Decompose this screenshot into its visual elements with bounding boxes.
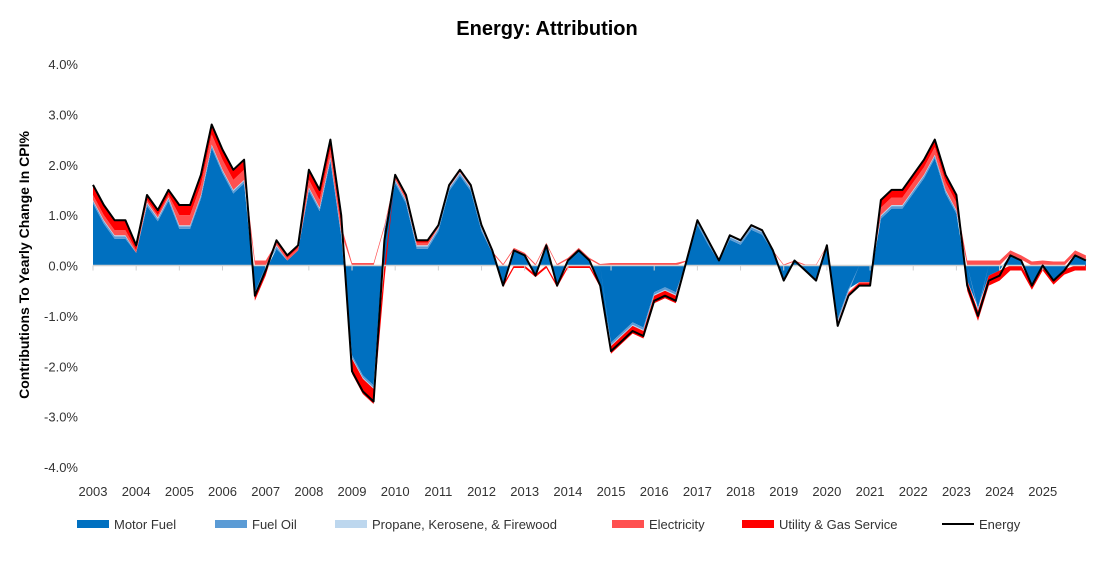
y-tick-label: 0.0% (48, 259, 78, 274)
x-tick-label: 2011 (424, 484, 452, 499)
y-axis-ticks: 4.0% 3.0% 2.0% 1.0% 0.0% -1.0% -2.0% -3.0% -4.0% (44, 57, 78, 475)
legend-label-utility-gas-service: Utility & Gas Service (779, 517, 897, 532)
legend-label-electricity: Electricity (649, 517, 705, 532)
y-tick-label: -4.0% (44, 460, 78, 475)
x-tick-label: 2019 (769, 484, 798, 499)
legend-swatch-motor-fuel (77, 520, 109, 528)
x-tick-label: 2021 (856, 484, 885, 499)
y-tick-label: -3.0% (44, 410, 78, 425)
y-axis-label: Contributions To Yearly Change In CPI% (16, 131, 32, 399)
y-tick-label: -1.0% (44, 309, 78, 324)
x-tick-label: 2020 (812, 484, 841, 499)
energy-line-group (92, 123, 1087, 403)
x-tick-label: 2023 (942, 484, 971, 499)
y-tick-label: 1.0% (48, 208, 78, 223)
x-tick-label: 2016 (640, 484, 669, 499)
x-tick-label: 2007 (251, 484, 280, 499)
legend-swatch-fuel-oil (215, 520, 247, 528)
legend-label-fuel-oil: Fuel Oil (252, 517, 297, 532)
x-tick-label: 2017 (683, 484, 712, 499)
x-tick-label: 2006 (208, 484, 237, 499)
legend: Motor Fuel Fuel Oil Propane, Kerosene, & F… (77, 517, 1021, 532)
y-tick-label: 2.0% (48, 158, 78, 173)
x-tick-label: 2015 (597, 484, 626, 499)
x-tick-label: 2009 (338, 484, 367, 499)
legend-swatch-electricity (612, 520, 644, 528)
x-tick-label: 2024 (985, 484, 1014, 499)
y-tick-label: -2.0% (44, 359, 78, 374)
y-tick-label: 4.0% (48, 57, 78, 72)
legend-label-propane-kerosene-firewood: Propane, Kerosene, & Firewood (372, 517, 557, 532)
energy-line (92, 123, 1087, 403)
y-tick-label: 3.0% (48, 107, 78, 122)
legend-label-motor-fuel: Motor Fuel (114, 517, 176, 532)
x-tick-label: 2018 (726, 484, 755, 499)
x-axis (92, 264, 1085, 271)
x-axis-ticks: 2003 2004 2005 2006 2007 2008 2009 2010 2011 2012… (79, 484, 1058, 499)
stacked-areas (93, 124, 1086, 405)
chart-title: Energy: Attribution (456, 18, 637, 40)
legend-label-energy: Energy (979, 517, 1021, 532)
x-tick-label: 2025 (1028, 484, 1057, 499)
x-tick-label: 2005 (165, 484, 194, 499)
legend-swatch-propane-kerosene-firewood (335, 520, 367, 528)
x-tick-label: 2008 (294, 484, 323, 499)
x-tick-label: 2014 (553, 484, 582, 499)
x-tick-label: 2003 (79, 484, 108, 499)
x-tick-label: 2012 (467, 484, 496, 499)
x-tick-label: 2013 (510, 484, 539, 499)
legend-swatch-utility-gas-service (742, 520, 774, 528)
x-tick-label: 2004 (122, 484, 151, 499)
x-tick-label: 2010 (381, 484, 410, 499)
x-tick-label: 2022 (899, 484, 928, 499)
